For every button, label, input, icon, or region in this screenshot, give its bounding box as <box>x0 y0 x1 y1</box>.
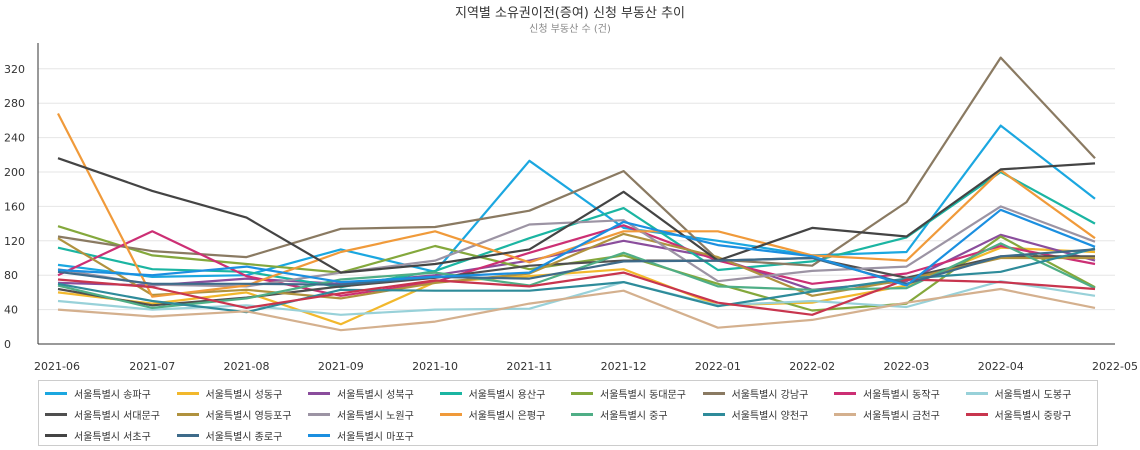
series-line-15 <box>57 287 1096 332</box>
legend: 서울특별시 송파구 서울특별시 성동구 서울특별시 성북구 서울특별시 용산구 서울특별… <box>38 380 1098 446</box>
chart-subtitle: 신청 부동산 수 (건) <box>529 24 611 35</box>
line-chart: 0 40 80 120 160 200 240 280 320 2021-06 2021-07 202… <box>4 43 1138 373</box>
x-tick-label: 2022-04 <box>978 360 1024 373</box>
legend-label: 서울특별시 영등포구 <box>205 411 292 422</box>
x-tick-label: 2022-03 <box>883 360 929 373</box>
series-line-18 <box>57 248 1096 286</box>
legend-swatch <box>308 434 330 437</box>
series-line-14 <box>57 247 1096 314</box>
legend-swatch <box>176 434 199 437</box>
legend-swatch <box>176 392 199 395</box>
legend-label: 서울특별시 서초구 <box>74 432 151 443</box>
legend-label: 서울특별시 중구 <box>600 411 668 422</box>
legend-swatch <box>571 413 593 416</box>
series-line-17 <box>57 157 1096 274</box>
legend-label: 서울특별시 강남구 <box>731 390 809 401</box>
legend-label: 서울특별시 노원구 <box>337 411 414 422</box>
x-tick-label: 2021-11 <box>506 360 552 373</box>
legend-swatch <box>45 392 67 395</box>
legend-label: 서울특별시 용산구 <box>468 390 546 401</box>
x-tick-label: 2021-06 <box>34 360 80 373</box>
legend-label: 서울특별시 동작구 <box>863 390 940 401</box>
legend-label: 서울특별시 금천구 <box>863 411 940 422</box>
y-tick-label: 280 <box>4 97 25 110</box>
legend-label: 서울특별시 은평구 <box>468 411 546 422</box>
series-line-6 <box>57 56 1096 267</box>
legend-swatch <box>45 413 67 416</box>
legend-swatch <box>702 413 725 416</box>
legend-label: 서울특별시 송파구 <box>74 390 151 401</box>
y-tick-label: 0 <box>4 338 11 351</box>
series-line-11 <box>57 205 1096 288</box>
legend-label: 서울특별시 도봉구 <box>994 390 1072 401</box>
legend-label: 서울특별시 양천구 <box>731 411 809 422</box>
x-tick-label: 2022-05 <box>1092 360 1138 373</box>
legend-swatch <box>308 392 330 395</box>
legend-swatch <box>571 392 593 395</box>
x-tick-label: 2021-10 <box>412 360 458 373</box>
x-tick-label: 2021-08 <box>224 360 270 373</box>
legend-swatch <box>834 392 856 395</box>
x-tick-label: 2021-09 <box>318 360 364 373</box>
y-tick-label: 160 <box>4 200 25 213</box>
legend-swatch <box>308 413 330 416</box>
legend-label: 서울특별시 중랑구 <box>994 411 1072 422</box>
legend-swatch <box>834 413 856 416</box>
y-tick-label: 200 <box>4 166 25 179</box>
legend-swatch <box>176 413 199 416</box>
legend-label: 서울특별시 성북구 <box>337 390 414 401</box>
legend-label: 서울특별시 종로구 <box>205 432 283 443</box>
x-tick-label: 2022-01 <box>695 360 741 373</box>
x-tick-label: 2021-07 <box>129 360 175 373</box>
legend-label: 서울특별시 동대문구 <box>600 390 686 401</box>
x-tick-label: 2022-02 <box>789 360 835 373</box>
legend-label: 서울특별시 서대문구 <box>74 411 160 422</box>
series-line-8 <box>57 280 1096 316</box>
legend-label: 서울특별시 성동구 <box>205 390 283 401</box>
legend-swatch <box>439 392 462 395</box>
y-tick-label: 240 <box>4 132 25 145</box>
series-line-19 <box>57 208 1096 287</box>
y-tick-label: 320 <box>4 63 25 76</box>
y-tick-label: 80 <box>4 269 18 282</box>
legend-swatch <box>965 413 988 416</box>
y-tick-label: 40 <box>4 304 18 317</box>
legend-swatch <box>702 392 725 395</box>
legend-swatch <box>45 434 67 437</box>
series-line-1 <box>57 124 1096 278</box>
legend-label: 서울특별시 마포구 <box>337 432 414 443</box>
y-tick-label: 120 <box>4 235 25 248</box>
legend-swatch <box>965 392 988 395</box>
series-line-10 <box>57 232 1095 300</box>
x-tick-label: 2021-12 <box>601 360 647 373</box>
chart-title: 지역별 소유권이전(증여) 신청 부동산 추이 <box>455 6 685 21</box>
legend-swatch <box>439 413 462 416</box>
